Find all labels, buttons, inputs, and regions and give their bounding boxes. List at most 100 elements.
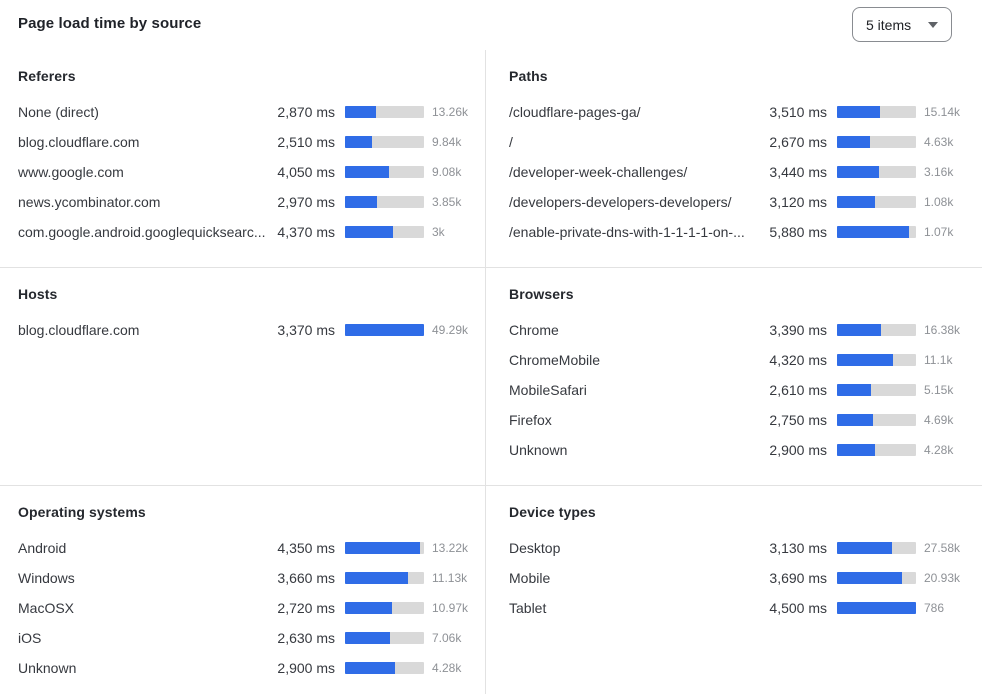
row-load-time: 3,370 ms — [277, 322, 335, 338]
row-label: ChromeMobile — [509, 352, 601, 368]
row-label: MobileSafari — [509, 382, 587, 398]
panels-grid: Referers None (direct) 2,870 ms 13.26k blog.… — [0, 50, 982, 694]
table-row[interactable]: Tablet 4,500 ms 786 — [509, 593, 968, 623]
row-load-time: 4,320 ms — [769, 352, 827, 368]
table-row[interactable]: Unknown 2,900 ms 4.28k — [18, 653, 476, 683]
load-time-bar-fill — [837, 444, 875, 456]
row-load-time: 4,050 ms — [277, 164, 335, 180]
panel-device-types: Device types Desktop 3,130 ms 27.58k Mobile 3… — [486, 486, 982, 694]
load-time-bar-fill — [837, 226, 910, 238]
table-row[interactable]: Mobile 3,690 ms 20.93k — [509, 563, 968, 593]
table-row[interactable]: com.google.android.googlequicksearc... 4,… — [18, 217, 476, 247]
table-row[interactable]: ChromeMobile 4,320 ms 11.1k — [509, 345, 968, 375]
table-row[interactable]: None (direct) 2,870 ms 13.26k — [18, 97, 476, 127]
table-row[interactable]: blog.cloudflare.com 2,510 ms 9.84k — [18, 127, 476, 157]
load-time-bar-fill — [837, 384, 871, 396]
table-row[interactable]: Unknown 2,900 ms 4.28k — [509, 435, 968, 465]
panel-hosts: Hosts blog.cloudflare.com 3,370 ms 49.29k — [0, 268, 486, 486]
panel-paths: Paths/cloudflare-pages-ga/3,510 ms 15.14k… — [486, 50, 982, 268]
visit-count: 27.58k — [924, 541, 961, 555]
table-row[interactable]: /developers-developers-developers/3,120 … — [509, 187, 968, 217]
load-time-bar-fill — [837, 354, 893, 366]
row-load-time: 3,690 ms — [769, 570, 827, 586]
row-label: news.ycombinator.com — [18, 194, 161, 210]
row-load-time: 3,130 ms — [769, 540, 827, 556]
row-label: / — [509, 134, 513, 150]
load-time-bar — [837, 196, 916, 208]
row-load-time: 3,660 ms — [277, 570, 335, 586]
row-label: Windows — [18, 570, 75, 586]
load-time-bar-fill — [345, 106, 377, 118]
load-time-bar-fill — [345, 136, 373, 148]
table-row[interactable]: iOS 2,630 ms 7.06k — [18, 623, 476, 653]
panel-title: Referers — [18, 68, 76, 84]
load-time-bar — [345, 324, 424, 336]
visit-count: 15.14k — [924, 105, 961, 119]
visit-count: 7.06k — [432, 631, 462, 645]
table-row[interactable]: Desktop 3,130 ms 27.58k — [509, 533, 968, 563]
table-row[interactable]: Firefox 2,750 ms 4.69k — [509, 405, 968, 435]
table-row[interactable]: /developer-week-challenges/3,440 ms 3.16k — [509, 157, 968, 187]
row-label: Unknown — [18, 660, 77, 676]
row-label: Android — [18, 540, 67, 556]
load-time-bar-fill — [345, 542, 420, 554]
row-load-time: 2,670 ms — [769, 134, 827, 150]
table-row[interactable]: blog.cloudflare.com 3,370 ms 49.29k — [18, 315, 476, 345]
table-row[interactable]: MobileSafari 2,610 ms 5.15k — [509, 375, 968, 405]
visit-count: 9.84k — [432, 135, 462, 149]
visit-count: 10.97k — [432, 601, 469, 615]
table-row[interactable]: /cloudflare-pages-ga/3,510 ms 15.14k — [509, 97, 968, 127]
items-count-select[interactable]: 5 items — [852, 7, 952, 42]
row-load-time: 2,630 ms — [277, 630, 335, 646]
row-label: None (direct) — [18, 104, 99, 120]
table-row[interactable]: Windows 3,660 ms 11.13k — [18, 563, 476, 593]
load-time-bar — [837, 414, 916, 426]
load-time-bar — [345, 196, 424, 208]
load-time-bar — [345, 572, 424, 584]
table-row[interactable]: / 2,670 ms 4.63k — [509, 127, 968, 157]
visit-count: 3.85k — [432, 195, 462, 209]
row-label: /developer-week-challenges/ — [509, 164, 688, 180]
visit-count: 11.1k — [924, 353, 953, 367]
table-row[interactable]: MacOSX 2,720 ms 10.97k — [18, 593, 476, 623]
table-row[interactable]: /enable-private-dns-with-1-1-1-1-on-... 5… — [509, 217, 968, 247]
load-time-bar — [837, 384, 916, 396]
panel-title: Paths — [509, 68, 548, 84]
visit-count: 3.16k — [924, 165, 954, 179]
row-load-time: 4,500 ms — [769, 600, 827, 616]
load-time-bar — [837, 572, 916, 584]
visit-count: 4.28k — [432, 661, 462, 675]
load-time-bar — [837, 166, 916, 178]
table-row[interactable]: www.google.com 4,050 ms 9.08k — [18, 157, 476, 187]
load-time-bar-fill — [345, 572, 408, 584]
row-label: Chrome — [509, 322, 559, 338]
row-load-time: 2,510 ms — [277, 134, 335, 150]
load-time-bar — [345, 106, 424, 118]
visit-count: 20.93k — [924, 571, 961, 585]
table-row[interactable]: Chrome 3,390 ms 16.38k — [509, 315, 968, 345]
row-label: MacOSX — [18, 600, 75, 616]
load-time-bar-fill — [345, 324, 424, 336]
load-time-bar — [837, 602, 916, 614]
visit-count: 786 — [924, 601, 945, 615]
load-time-bar — [345, 662, 424, 674]
visit-count: 1.07k — [924, 225, 954, 239]
panel-browsers: Browsers Chrome 3,390 ms 16.38k ChromeMobile… — [486, 268, 982, 486]
row-load-time: 3,390 ms — [769, 322, 827, 338]
table-row[interactable]: news.ycombinator.com 2,970 ms 3.85k — [18, 187, 476, 217]
load-time-bar — [837, 542, 916, 554]
row-load-time: 4,370 ms — [277, 224, 335, 240]
load-time-bar-fill — [345, 632, 391, 644]
load-time-bar — [837, 226, 916, 238]
row-label: /cloudflare-pages-ga/ — [509, 104, 641, 120]
row-load-time: 2,610 ms — [769, 382, 827, 398]
table-row[interactable]: Android 4,350 ms 13.22k — [18, 533, 476, 563]
visit-count: 13.26k — [432, 105, 469, 119]
panel-referers: Referers None (direct) 2,870 ms 13.26k blog.… — [0, 50, 486, 268]
load-time-bar-fill — [837, 572, 902, 584]
load-time-bar-fill — [837, 542, 892, 554]
load-time-bar — [345, 166, 424, 178]
visit-count: 11.13k — [432, 571, 468, 585]
panel-operating-systems: Operating systems Android 4,350 ms 13.22k Wi… — [0, 486, 486, 694]
row-label: Unknown — [509, 442, 568, 458]
